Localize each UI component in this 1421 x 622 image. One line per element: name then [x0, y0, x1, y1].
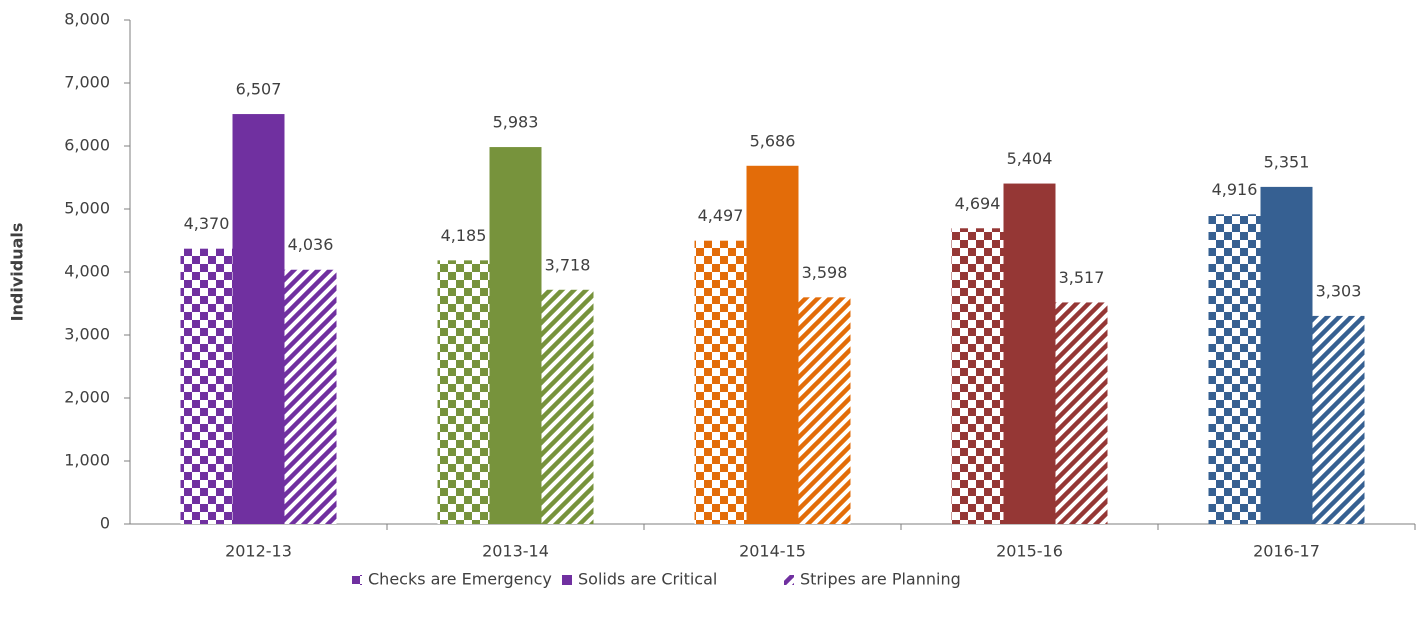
value-label: 4,185: [441, 226, 487, 245]
value-label: 5,404: [1007, 149, 1053, 168]
value-label: 3,303: [1316, 281, 1362, 300]
y-tick-label: 2,000: [64, 388, 110, 407]
legend-swatch: [352, 575, 362, 585]
y-tick-label: 6,000: [64, 136, 110, 155]
bar: [1208, 214, 1261, 525]
legend-label: Solids are Critical: [578, 570, 717, 589]
y-tick-label: 7,000: [64, 73, 110, 92]
value-label: 4,497: [698, 206, 744, 225]
y-tick-label: 0: [100, 514, 110, 533]
y-tick-label: 1,000: [64, 451, 110, 470]
bar: [489, 147, 542, 525]
legend-label: Stripes are Planning: [800, 570, 961, 589]
bar: [746, 165, 799, 525]
bar: [541, 289, 594, 524]
value-label: 5,686: [750, 131, 796, 150]
y-tick-label: 8,000: [64, 10, 110, 29]
value-label: 3,598: [802, 263, 848, 282]
value-label: 4,370: [184, 214, 230, 233]
value-label: 4,036: [288, 235, 334, 254]
legend-label: Checks are Emergency: [368, 570, 552, 589]
legend-swatch: [562, 575, 572, 585]
legend-swatch: [784, 575, 794, 585]
bar: [694, 240, 747, 524]
bar: [284, 269, 337, 524]
bar: [798, 297, 851, 524]
y-axis-title: Individuals: [8, 223, 27, 322]
x-tick-label: 2013-14: [482, 542, 549, 561]
x-tick-label: 2015-16: [996, 542, 1063, 561]
value-label: 3,517: [1059, 268, 1105, 287]
y-tick-label: 3,000: [64, 325, 110, 344]
bar: [1312, 315, 1365, 524]
bar: [1260, 186, 1313, 524]
y-tick-label: 4,000: [64, 262, 110, 281]
bar: [180, 248, 233, 524]
value-label: 6,507: [236, 80, 282, 99]
bar: [1003, 183, 1056, 524]
bar: [1055, 302, 1108, 524]
value-label: 4,694: [955, 194, 1001, 213]
value-label: 3,718: [545, 255, 591, 274]
value-label: 5,351: [1264, 152, 1310, 171]
bar: [232, 114, 285, 525]
value-label: 4,916: [1212, 180, 1258, 199]
value-label: 5,983: [493, 113, 539, 132]
y-tick-label: 5,000: [64, 199, 110, 218]
bar: [951, 228, 1004, 524]
x-tick-label: 2016-17: [1253, 542, 1320, 561]
x-tick-label: 2012-13: [225, 542, 292, 561]
x-tick-label: 2014-15: [739, 542, 806, 561]
bar: [437, 260, 490, 524]
